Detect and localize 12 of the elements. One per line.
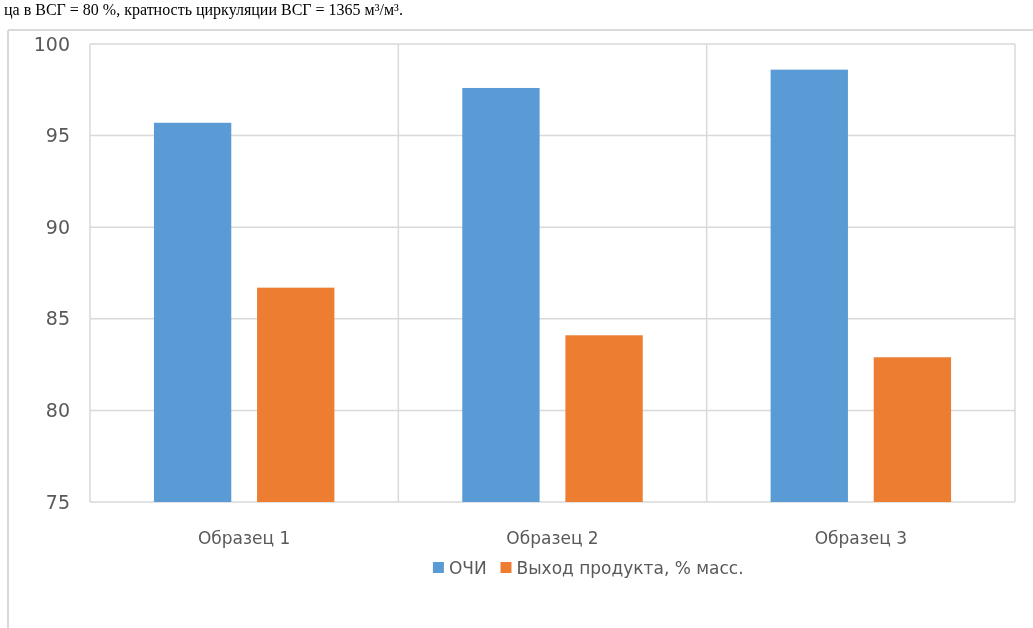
y-tick-label: 90 [45,215,70,238]
y-tick-label: 75 [45,490,70,513]
y-tick-label: 80 [45,399,70,422]
y-tick-label: 95 [45,124,70,147]
legend-label: ОЧИ [448,557,487,578]
y-tick-label: 100 [33,32,70,55]
x-tick-label: Образец 3 [814,527,908,548]
x-tick-label: Образец 1 [197,527,291,548]
x-tick-label: Образец 2 [506,527,599,548]
legend-label: Выход продукта, % масс. [516,557,744,578]
y-tick-label: 85 [45,307,70,330]
text: ца в ВСГ = 80 %, кратность циркуляции ВСГ = 1365 м³/м³. [4,1,403,19]
